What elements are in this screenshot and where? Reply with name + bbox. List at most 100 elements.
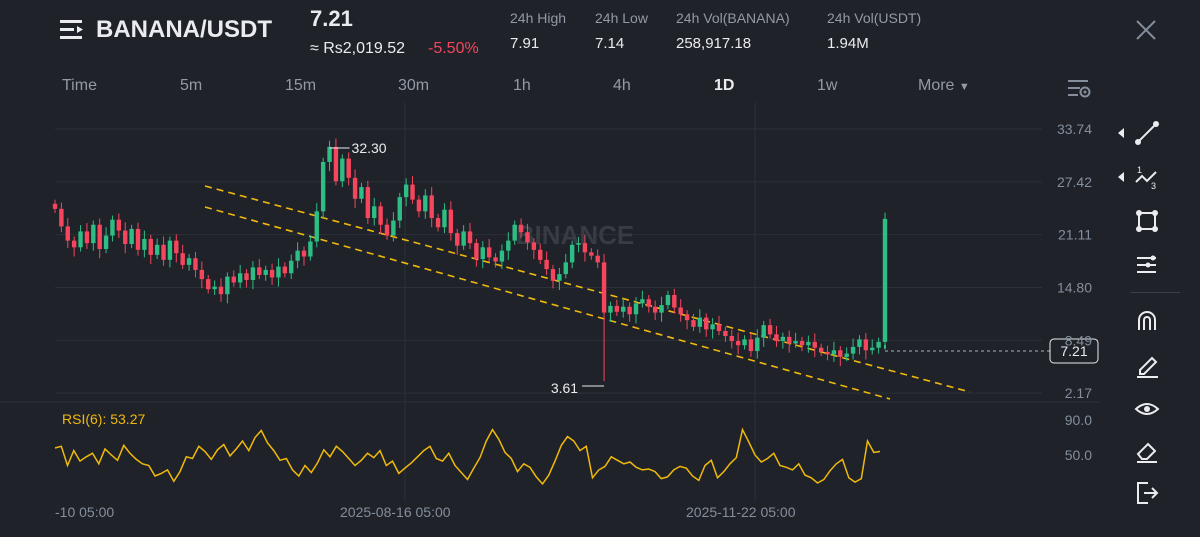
- candle-body: [697, 317, 703, 327]
- tab-1d[interactable]: 1D: [714, 77, 735, 94]
- candle-body: [154, 244, 160, 255]
- candle-body: [244, 273, 249, 280]
- tab-more[interactable]: More ▼: [918, 77, 970, 95]
- rsi-panel: RSI(6): 53.27 90.0 50.0: [54, 411, 1092, 486]
- candle-body: [397, 197, 402, 221]
- candle-body: [531, 242, 537, 250]
- time-axis: -10 05:00 2025-08-16 05:00 2025-11-22 05:0…: [55, 504, 796, 520]
- price-chart[interactable]: BINANCE 32.30 3.61 7.21 33.74 27.42 21.11 14.…: [0, 102, 1100, 522]
- candle-body: [882, 218, 888, 342]
- candle-body: [480, 247, 485, 260]
- candle-body: [467, 231, 473, 244]
- candle-body: [193, 258, 198, 270]
- expand-caret-icon[interactable]: [1118, 172, 1124, 182]
- chart-canvas[interactable]: BINANCE 32.303.617.21 33.7427.4221.1114.…: [0, 102, 1100, 522]
- channel-lines: [204, 185, 971, 400]
- visibility-tool[interactable]: [1118, 392, 1180, 426]
- candle-body: [448, 209, 454, 234]
- tab-1w[interactable]: 1w: [817, 77, 838, 94]
- high-price-label: 32.30: [352, 140, 387, 156]
- stat-value: 258,917.18: [676, 35, 752, 52]
- candle-body: [352, 177, 358, 199]
- fibonacci-tool[interactable]: 1 3: [1118, 160, 1180, 194]
- candle-body: [761, 325, 766, 338]
- svg-text:3: 3: [1151, 181, 1156, 190]
- tab-more-label: More: [918, 77, 955, 94]
- rectangle-icon: [1136, 210, 1158, 232]
- candle-body: [206, 279, 211, 290]
- ticker-header: BANANA/USDT 7.21 ≈ Rs2,019.52 -5.50% 24h…: [0, 0, 1200, 70]
- candle-body: [218, 286, 224, 295]
- candle-body: [544, 259, 549, 270]
- parallel-lines-icon: [1137, 255, 1156, 273]
- magnet-tool[interactable]: [1118, 304, 1180, 338]
- trend-line-tool[interactable]: [1118, 116, 1180, 150]
- shape-tool[interactable]: [1118, 204, 1180, 238]
- chart-settings-icon[interactable]: [1066, 76, 1092, 100]
- candle-body: [340, 158, 345, 182]
- time-tick-label: -10 05:00: [55, 504, 114, 520]
- candle-body: [767, 325, 773, 335]
- candle-body: [52, 203, 58, 209]
- candle-series: [52, 138, 888, 382]
- candle-body: [110, 219, 115, 236]
- candle-body: [314, 211, 319, 242]
- candle-body: [129, 228, 134, 244]
- candle-body: [103, 235, 109, 249]
- candle-body: [148, 238, 153, 255]
- candle-body: [97, 224, 102, 249]
- tab-30m[interactable]: 30m: [398, 77, 430, 94]
- eraser-tool[interactable]: [1118, 434, 1180, 468]
- rsi-label: RSI(6): 53.27: [62, 411, 145, 427]
- candle-body: [538, 249, 543, 260]
- tab-4h[interactable]: 4h: [613, 77, 631, 94]
- candle-body: [812, 341, 817, 348]
- candle-body: [486, 247, 492, 258]
- candle-body: [231, 276, 236, 283]
- candle-body: [250, 267, 256, 280]
- candle-body: [212, 286, 217, 290]
- chart-annotations: 32.30 3.61 7.21: [329, 140, 1099, 396]
- candle-body: [199, 269, 205, 280]
- trading-pair[interactable]: BANANA/USDT: [96, 16, 272, 43]
- candle-body: [237, 273, 243, 283]
- candle-body: [621, 306, 626, 312]
- tab-time[interactable]: Time: [62, 77, 97, 94]
- candle-body: [78, 231, 83, 248]
- low-price-label: 3.61: [551, 380, 578, 396]
- tab-15m[interactable]: 15m: [285, 77, 317, 94]
- tab-5m[interactable]: 5m: [180, 77, 203, 94]
- tab-1h[interactable]: 1h: [513, 77, 531, 94]
- candle-body: [429, 195, 434, 219]
- candle-body: [257, 267, 262, 275]
- parallel-lines-tool[interactable]: [1118, 248, 1180, 282]
- candle-body: [710, 324, 715, 330]
- stat-label: 24h Low: [595, 10, 648, 26]
- close-icon[interactable]: [1134, 18, 1158, 42]
- candle-body: [225, 276, 230, 295]
- draw-tool[interactable]: [1118, 348, 1180, 382]
- candle-body: [276, 266, 281, 278]
- menu-icon[interactable]: [60, 18, 86, 42]
- candle-body: [787, 336, 792, 344]
- chevron-down-icon: ▼: [958, 81, 970, 93]
- candle-body: [831, 350, 837, 355]
- stat-value: 1.94M: [827, 35, 869, 52]
- candle-body: [512, 224, 517, 241]
- candle-body: [838, 350, 843, 357]
- exit-tool[interactable]: [1118, 476, 1180, 510]
- price-tick-label: 33.74: [1057, 121, 1092, 137]
- stat-24h-vol-quote: 24h Vol(USDT) 1.94M: [827, 10, 921, 52]
- stat-label: 24h Vol(USDT): [827, 10, 922, 26]
- candle-body: [84, 231, 90, 244]
- current-price-value: 7.21: [1060, 343, 1087, 359]
- candle-body: [333, 146, 339, 182]
- candle-body: [59, 208, 64, 227]
- expand-caret-icon[interactable]: [1118, 128, 1124, 138]
- candle-body: [282, 266, 288, 274]
- candle-body: [372, 206, 377, 219]
- toolbar-divider: [1130, 292, 1180, 293]
- price-tick-label: 21.11: [1058, 227, 1092, 243]
- candle-body: [678, 307, 683, 315]
- candle-body: [161, 244, 166, 260]
